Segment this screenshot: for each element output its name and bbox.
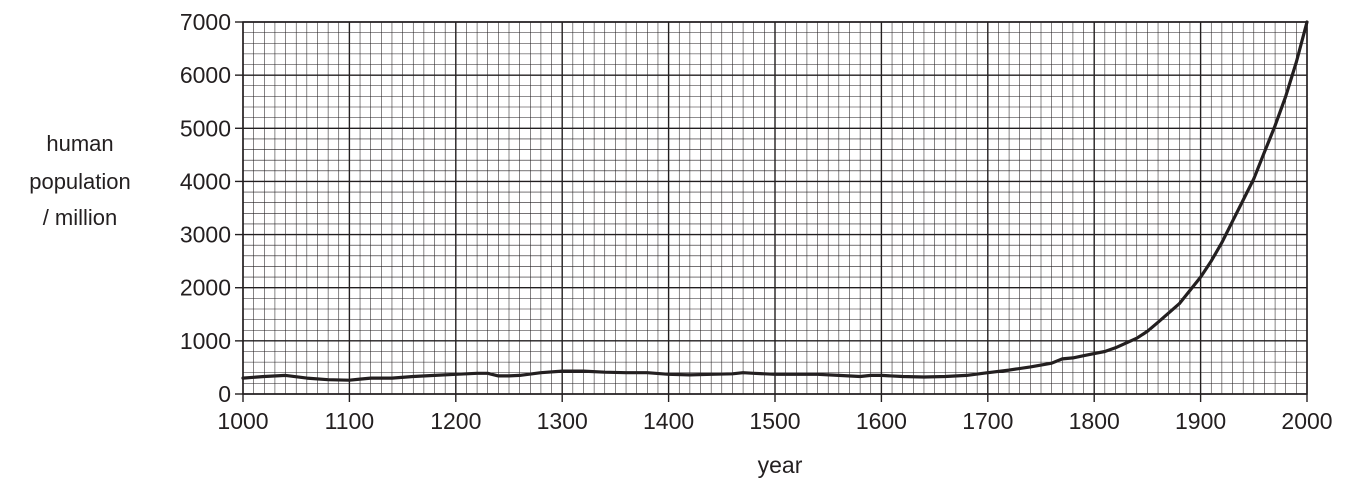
- x-tick-label: 1600: [856, 408, 907, 434]
- x-tick-label: 1500: [749, 408, 800, 434]
- x-tick-label: 1200: [430, 408, 481, 434]
- y-axis-label-line-2: population: [29, 169, 131, 194]
- y-tick-labels: 0 1000 2000 3000 4000 5000 6000 7000: [180, 9, 243, 407]
- x-tick-label: 1300: [537, 408, 588, 434]
- y-tick-label: 6000: [180, 62, 231, 88]
- y-tick-label: 2000: [180, 275, 231, 301]
- x-tick-label: 1900: [1175, 408, 1226, 434]
- y-tick-label: 5000: [180, 115, 231, 141]
- y-tick-label: 7000: [180, 9, 231, 35]
- x-tick-label: 1100: [325, 408, 374, 434]
- y-tick-label: 1000: [180, 328, 231, 354]
- x-axis-label: year: [757, 452, 803, 478]
- x-tick-label: 1800: [1069, 408, 1120, 434]
- x-tick-label: 1000: [217, 408, 268, 434]
- x-tick-label: 1400: [643, 408, 694, 434]
- y-tick-label: 4000: [180, 168, 231, 194]
- y-tick-label: 3000: [180, 222, 231, 248]
- y-axis-label-line-3: / million: [42, 205, 118, 230]
- series-layer: [241, 20, 1309, 382]
- y-tick-label: 0: [218, 381, 231, 407]
- x-tick-label: 1700: [962, 408, 1013, 434]
- y-axis-label-line-1: human: [46, 131, 114, 156]
- population-series-line: [241, 20, 1309, 382]
- x-tick-labels: 1000 1100 1200 1300 1400 1500 1600 1700 1800 1900…: [217, 394, 1333, 434]
- x-tick-label: 2000: [1281, 408, 1332, 434]
